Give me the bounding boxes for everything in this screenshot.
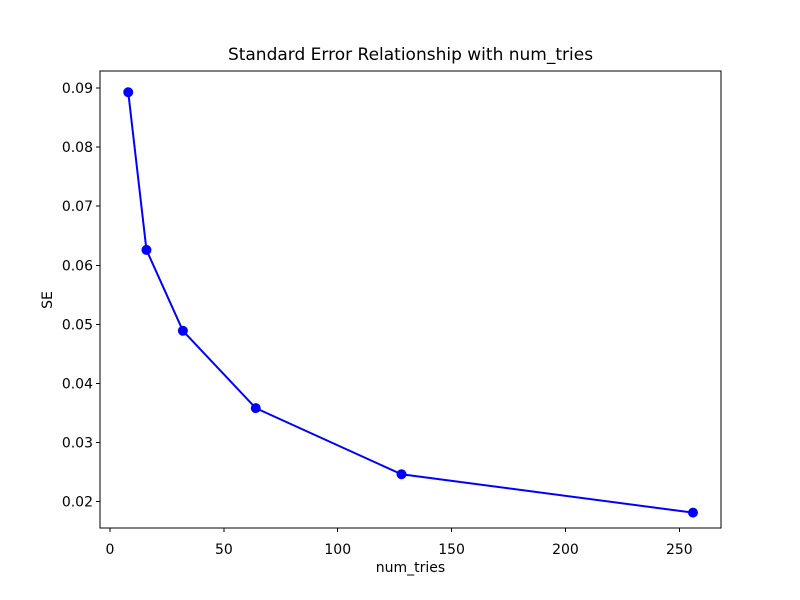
y-tick-label: 0.03 [62, 435, 93, 451]
data-point [396, 469, 407, 480]
x-tick-label: 200 [552, 542, 579, 558]
y-tick-label: 0.07 [62, 199, 93, 215]
data-point [177, 325, 188, 336]
data-point [687, 507, 698, 518]
data-point [141, 244, 152, 255]
x-tick-label: 150 [438, 542, 465, 558]
chart-title: Standard Error Relationship with num_tri… [227, 45, 594, 65]
x-axis-label: num_tries [375, 560, 446, 576]
x-tick-label: 100 [324, 542, 351, 558]
data-point [250, 403, 261, 414]
x-tick-label: 250 [666, 542, 693, 558]
y-tick-label: 0.02 [62, 494, 93, 510]
data-point [123, 87, 134, 98]
y-tick-label: 0.09 [62, 81, 93, 97]
y-tick-label: 0.08 [62, 140, 93, 156]
y-tick-label: 0.06 [62, 258, 93, 274]
y-tick-label: 0.05 [62, 317, 93, 333]
y-tick-label: 0.04 [62, 376, 93, 392]
x-tick-label: 0 [106, 542, 115, 558]
y-axis-label: SE [40, 291, 56, 309]
data-line [127, 91, 694, 514]
plot-border [99, 70, 722, 529]
x-tick-label: 50 [215, 542, 233, 558]
